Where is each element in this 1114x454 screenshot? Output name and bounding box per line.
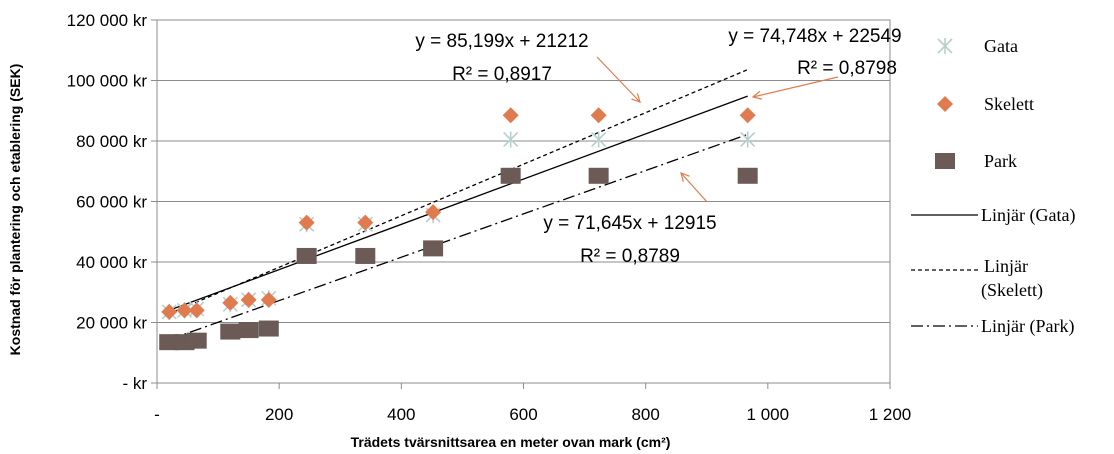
series-skelett [161,107,756,320]
data-point [357,214,374,231]
data-point [423,240,444,257]
data-point [355,247,376,264]
data-point [739,107,756,124]
data-point [588,167,609,184]
trendline-1 [168,69,748,315]
trendline-0 [168,95,748,311]
y-tick-label: - kr [122,374,147,393]
x-tick-label: 1 200 [869,405,912,424]
annotation-arrow-head [680,172,690,182]
data-point [258,320,279,337]
trendline-r-squared: R² = 0,8798 [797,58,897,79]
legend-label: Gata [984,36,1018,56]
data-point [740,131,756,148]
gridlines [151,19,891,389]
annotation-arrow-head [631,93,641,103]
data-point [298,214,315,231]
data-point [159,334,180,351]
data-point [503,131,519,148]
data-point [591,131,607,148]
annotation-arrow [680,172,708,203]
trendline-r-squared: R² = 0,8789 [580,246,680,267]
legend-marker-skelett [937,96,953,112]
data-point [238,322,259,339]
legend: Gata Skelett Park Linjär (Gata) Linjär (Skele… [911,36,1075,337]
y-tick-label: 120 000 kr [67,11,148,30]
annotation-arrow [752,76,839,98]
legend-label: Linjär (Gata) [981,205,1075,226]
data-point [161,303,178,320]
x-tick-label: 200 [265,405,293,424]
annotation-arrows [596,56,839,203]
x-tick-label: 800 [631,405,659,424]
data-point [296,247,317,264]
data-point [186,332,207,349]
y-tick-label: 100 000 kr [67,72,148,91]
data-point [500,167,521,184]
y-tick-label: 80 000 kr [76,132,147,151]
annotation-arrow-head [751,90,762,100]
legend-label: Linjär [984,256,1028,276]
y-axis-tick-labels: - kr 20 000 kr 40 000 kr 60 000 kr 80 000 kr… [67,11,148,393]
data-points [159,107,758,351]
legend-marker-park [935,153,955,169]
x-tick-label: 1 000 [747,405,790,424]
x-axis-tick-labels: - 200 400 600 800 1 000 1 200 [154,405,911,424]
x-tick-label: - [154,405,160,424]
trendline-equation: y = 85,199x + 21212 [415,31,588,52]
data-point [176,302,193,319]
legend-label: Park [984,151,1017,171]
trendline-annotations: y = 85,199x + 21212 R² = 0,8917 y = 74,748… [415,26,901,267]
series-park [159,167,758,351]
trendline-equation: y = 71,645x + 12915 [543,213,716,234]
data-point [260,291,277,308]
data-point [220,323,241,340]
y-tick-label: 20 000 kr [76,314,147,333]
data-point [425,204,442,221]
data-point [222,294,239,311]
annotation-arrow [596,56,641,103]
legend-marker-gata [937,38,953,54]
trendline-equation: y = 74,748x + 22549 [728,26,901,47]
y-axis-title: Kostnad för plantering och etablering (S… [7,64,23,356]
data-point [590,107,607,124]
legend-label: (Skelett) [981,280,1043,301]
legend-label: Skelett [984,94,1034,114]
data-point [502,107,519,124]
trendline-r-squared: R² = 0,8917 [452,64,552,85]
x-tick-label: 400 [387,405,415,424]
data-point [188,302,205,319]
x-axis-title: Trädets tvärsnittsarea en meter ovan mar… [351,434,671,450]
legend-label: Linjär (Park) [981,316,1074,337]
trendlines [168,69,748,341]
x-tick-label: 600 [509,405,537,424]
trendline-2 [168,133,748,341]
data-point [737,167,758,184]
data-point [240,291,257,308]
y-tick-label: 60 000 kr [76,193,147,212]
y-tick-label: 40 000 kr [76,253,147,272]
